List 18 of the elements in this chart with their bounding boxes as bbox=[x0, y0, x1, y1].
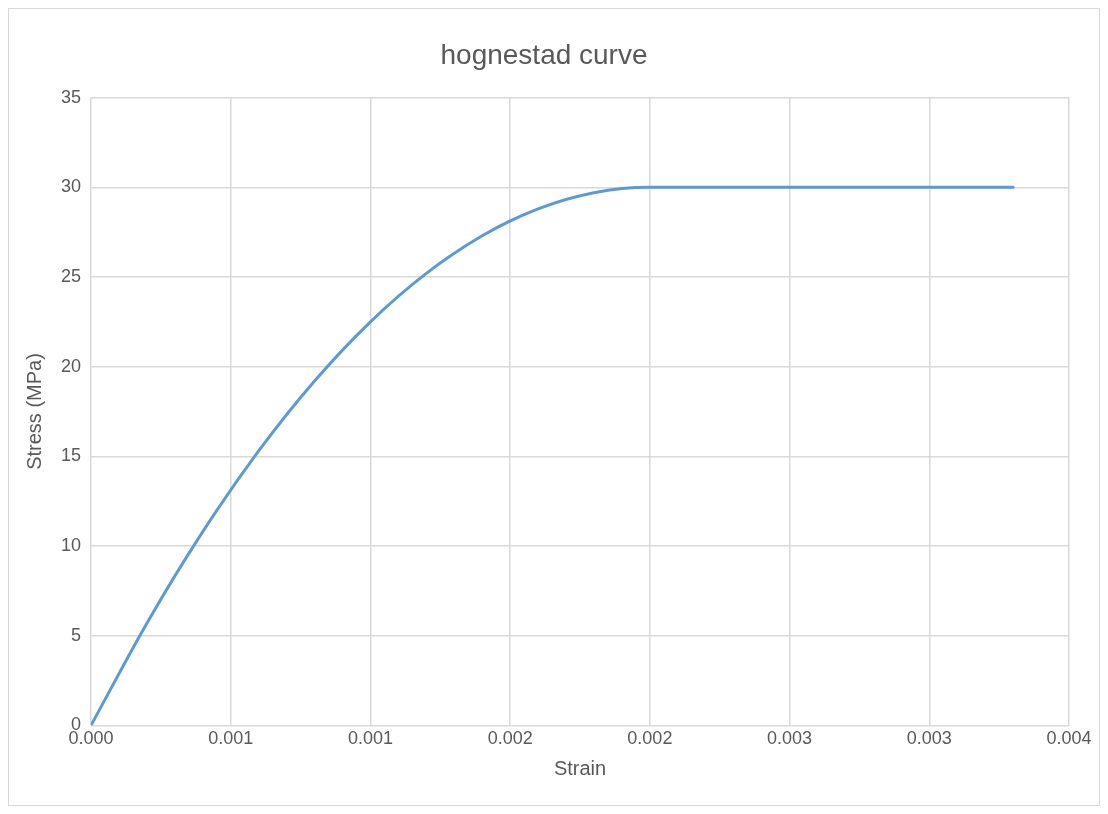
y-tick-label: 15 bbox=[60, 445, 82, 466]
y-tick-label: 5 bbox=[71, 624, 82, 645]
y-tick-label: 25 bbox=[60, 265, 82, 286]
chart-title: hognestad curve bbox=[440, 38, 648, 70]
y-tick-label: 35 bbox=[60, 86, 82, 107]
x-tick-label: 0.002 bbox=[487, 728, 533, 749]
y-tick-label: 10 bbox=[60, 535, 82, 555]
y-tick-label: 30 bbox=[60, 176, 82, 197]
y-tick-label: 20 bbox=[60, 355, 82, 376]
y-axis-title: Stress (MPa) bbox=[22, 353, 45, 470]
line-series bbox=[91, 185, 1015, 726]
x-tick-label: 0.002 bbox=[627, 728, 673, 749]
x-tick-label: 0.001 bbox=[208, 728, 254, 749]
x-axis-title: Strain bbox=[553, 756, 607, 779]
x-tick-label: 0.003 bbox=[767, 728, 813, 749]
x-tick-label: 0.003 bbox=[906, 728, 952, 749]
x-tick-label: 0.001 bbox=[347, 728, 393, 749]
x-tick-label: 0.004 bbox=[1046, 728, 1092, 749]
